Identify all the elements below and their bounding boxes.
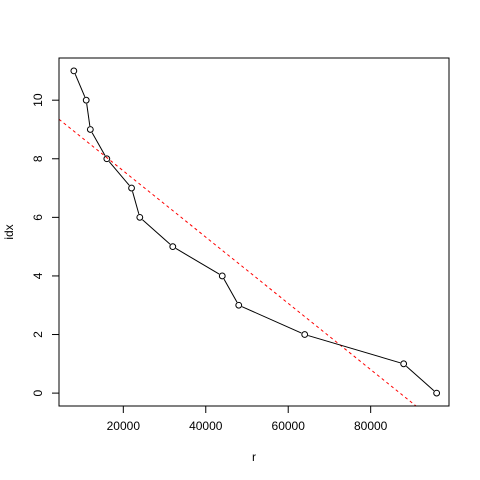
series-0-segment-2	[91, 132, 106, 156]
y-axis-label: idx	[2, 224, 16, 239]
series-0-point-7	[218, 272, 226, 280]
x-axis-label: r	[252, 450, 256, 464]
x-tick-label-3: 80000	[354, 419, 388, 433]
x-tick-label-2: 60000	[272, 419, 306, 433]
series-0-point-10	[400, 360, 408, 368]
series-0-segment-5	[142, 219, 171, 245]
series-0-point-4	[128, 184, 135, 192]
y-tick-label-1: 2	[31, 331, 45, 338]
plot-frame	[58, 57, 450, 407]
x-tick-label-0: 20000	[107, 419, 141, 433]
reference-line	[58, 118, 417, 407]
series-0-point-3	[103, 155, 111, 163]
y-tick-label-4: 8	[31, 155, 45, 162]
series-0-segment-10	[406, 365, 435, 392]
series-0-segment-0	[74, 74, 86, 98]
y-tick-label-3: 6	[31, 214, 45, 221]
series-0-segment-3	[108, 161, 130, 186]
reference-line-layer	[58, 118, 417, 407]
series-0-point-9	[301, 331, 309, 338]
axis-layer: 20000 40000 60000 80000 0 2 4 6 8 10	[31, 93, 388, 433]
series-0-segment-9	[308, 335, 401, 364]
series-0-point-6	[169, 243, 177, 251]
series-0-point-5	[136, 213, 144, 221]
series-0-segment-1	[86, 103, 91, 126]
series-layer	[70, 67, 441, 397]
series-0-segment-7	[223, 278, 238, 303]
series-0-segment-6	[175, 248, 220, 275]
series-0-point-2	[86, 126, 94, 133]
series-0-point-8	[235, 301, 243, 309]
x-tick-label-1: 40000	[189, 419, 223, 433]
series-0-point-0	[70, 67, 78, 75]
series-0-point-1	[82, 96, 90, 104]
series-0-segment-8	[241, 306, 302, 334]
y-tick-label-0: 0	[31, 389, 45, 396]
y-tick-label-5: 10	[31, 93, 45, 107]
y-tick-label-2: 4	[31, 272, 45, 279]
series-0-point-11	[433, 389, 441, 397]
series-0-segment-4	[132, 191, 140, 215]
